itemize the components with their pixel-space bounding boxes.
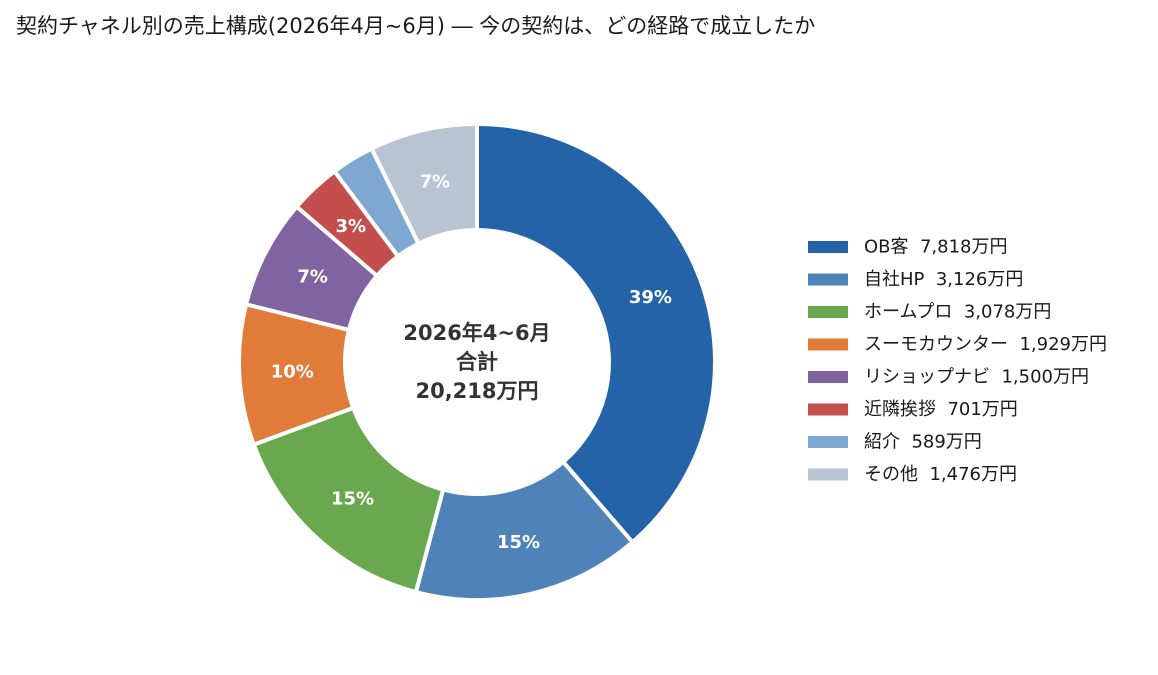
legend-swatch-1 (808, 241, 848, 253)
legend-label-2: 自社HP 3,126万円 (864, 269, 1023, 290)
chart-title: 契約チャネル別の売上構成(2026年4月~6月) ― 今の契約は、どの経路で成立… (16, 14, 816, 38)
legend-label-5: リショップナビ 1,500万円 (864, 367, 1089, 388)
legend-swatch-4 (808, 338, 848, 351)
center-label-line-1: 2026年4~6月 (403, 321, 550, 345)
slice-pct-label-3: 15% (331, 488, 374, 509)
legend-label-4: スーモカウンター 1,929万円 (864, 334, 1107, 355)
legend-swatch-6 (808, 403, 848, 416)
legend-swatch-5 (808, 371, 848, 383)
legend-swatch-3 (808, 306, 848, 318)
legend-swatch-2 (808, 273, 848, 286)
slice-pct-label-8: 7% (420, 171, 451, 192)
slice-labels: 39% 15% 15% 10% 7% 3% 7% (271, 171, 672, 553)
center-label-line-3: 20,218万円 (415, 379, 538, 403)
donut-slices (237, 121, 717, 602)
legend-label-3: ホームプロ 3,078万円 (864, 302, 1051, 323)
legend-swatch-8 (808, 468, 848, 481)
slice-pct-label-6: 3% (336, 216, 367, 237)
legend-label-8: その他 1,476万円 (864, 464, 1017, 485)
slice-pct-label-1: 39% (629, 287, 672, 308)
legend-swatch-7 (808, 436, 848, 448)
slice-pct-label-4: 10% (271, 362, 314, 383)
legend-label-1: OB客 7,818万円 (864, 237, 1008, 258)
center-label-line-2: 合計 (456, 350, 498, 374)
donut-slice-1 (475, 121, 717, 546)
donut-slice-8 (368, 121, 479, 247)
slice-pct-label-2: 15% (497, 532, 540, 553)
legend-label-7: 紹介 589万円 (864, 432, 982, 453)
legend-label-6: 近隣挨拶 701万円 (864, 399, 1018, 420)
slice-pct-label-5: 7% (297, 266, 328, 287)
